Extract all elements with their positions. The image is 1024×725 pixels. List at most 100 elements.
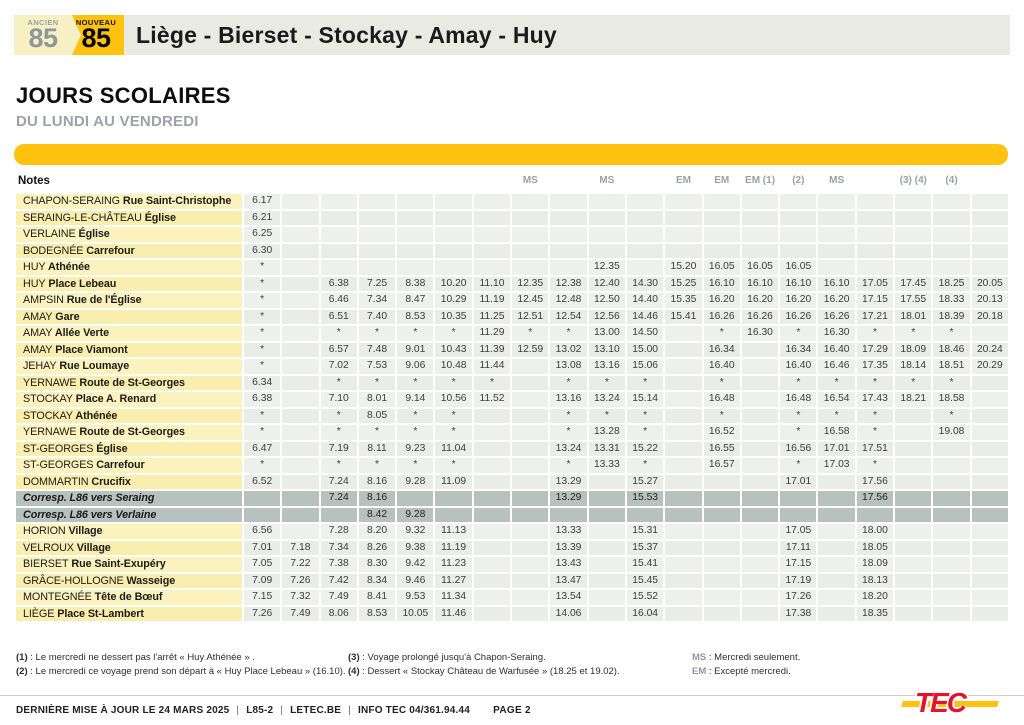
time-cell [741, 557, 779, 572]
time-cell: 8.53 [397, 309, 434, 324]
time-cell [971, 194, 1008, 209]
time-cell [780, 210, 817, 225]
time-cell: 11.23 [435, 557, 472, 572]
time-cell [626, 210, 664, 225]
time-cell: 8.06 [320, 606, 357, 621]
time-cell: 9.38 [397, 540, 434, 555]
time-cell: * [588, 375, 625, 390]
time-cell [856, 194, 894, 209]
time-cell: * [550, 375, 587, 390]
time-cell: * [320, 458, 357, 473]
time-cell: 11.27 [435, 573, 472, 588]
time-cell: 11.19 [473, 293, 511, 308]
time-cell: 16.57 [703, 458, 740, 473]
time-cell [397, 210, 434, 225]
time-cell: * [895, 326, 932, 341]
time-cell [665, 375, 702, 390]
time-cell [856, 507, 894, 522]
footnote: (4) : Dessert « Stockay Château de Warfu… [348, 666, 620, 677]
time-cell: 17.35 [856, 359, 894, 374]
time-cell [895, 227, 932, 242]
stop-name-cell: AMPSIN Rue de l'Église [16, 293, 242, 308]
time-cell: 12.50 [588, 293, 625, 308]
time-cell [512, 227, 549, 242]
table-row: MONTEGNÉE Tête de Bœuf 7.15 7.32 7.49 8.41 9.… [16, 590, 1008, 605]
time-cell: 18.46 [933, 342, 970, 357]
table-row: AMPSIN Rue de l'Église * 6.46 7.34 8.47 10.29… [16, 293, 1008, 308]
footer-segment: DERNIÈRE MISE À JOUR LE 24 MARS 2025 [16, 705, 230, 716]
time-cell: 15.06 [626, 359, 664, 374]
time-cell [665, 524, 702, 539]
time-cell [703, 507, 740, 522]
time-cell: 18.58 [933, 392, 970, 407]
time-cell: * [244, 276, 281, 291]
time-cell: 17.56 [856, 474, 894, 489]
time-cell [703, 524, 740, 539]
time-cell: 17.11 [780, 540, 817, 555]
time-cell [512, 557, 549, 572]
stop-name-cell: STOCKAY Athénée [16, 408, 242, 423]
time-cell [971, 227, 1008, 242]
time-cell: 13.43 [550, 557, 587, 572]
time-cell [741, 227, 779, 242]
time-cell [741, 243, 779, 258]
time-cell: 7.38 [320, 557, 357, 572]
time-cell [512, 210, 549, 225]
time-cell [665, 441, 702, 456]
time-cell: 15.35 [665, 293, 702, 308]
time-cell: 15.53 [626, 491, 664, 506]
table-row: HUY Athénée * 12.35 15.20 16.05 16.05 16.05 [16, 260, 1008, 275]
time-cell [895, 557, 932, 572]
stop-name-cell: HUY Athénée [16, 260, 242, 275]
time-cell: 12.45 [512, 293, 549, 308]
time-cell: 12.35 [588, 260, 625, 275]
time-cell [895, 243, 932, 258]
time-cell [665, 194, 702, 209]
table-row: STOCKAY Place A. Renard 6.38 7.10 8.01 9.14 1… [16, 392, 1008, 407]
time-cell [933, 243, 970, 258]
time-cell [665, 491, 702, 506]
time-cell [320, 227, 357, 242]
footnotes: (1) : Le mercredi ne dessert pas l'arrêt… [0, 651, 1024, 685]
time-cell: 15.27 [626, 474, 664, 489]
time-cell [473, 441, 511, 456]
time-cell: 13.47 [550, 573, 587, 588]
time-cell [358, 194, 396, 209]
time-cell: 9.28 [397, 507, 434, 522]
time-cell: 16.05 [741, 260, 779, 275]
time-cell: 11.04 [435, 441, 472, 456]
time-cell: 8.05 [358, 408, 396, 423]
time-cell [512, 359, 549, 374]
time-cell: * [244, 425, 281, 440]
time-cell: 6.46 [320, 293, 357, 308]
time-cell [780, 507, 817, 522]
table-row: SERAING-LE-CHÂTEAU Église 6.21 [16, 210, 1008, 225]
time-cell [512, 194, 549, 209]
time-cell: 13.29 [550, 491, 587, 506]
column-note: EM [675, 175, 691, 186]
old-line-number: 85 [28, 23, 58, 53]
time-cell [512, 590, 549, 605]
time-cell: 6.51 [320, 309, 357, 324]
time-cell: * [358, 458, 396, 473]
time-cell: 12.51 [512, 309, 549, 324]
time-cell [435, 507, 472, 522]
time-cell [971, 590, 1008, 605]
route-title: Liège - Bierset - Stockay - Amay - Huy [136, 22, 557, 48]
time-cell: 13.28 [588, 425, 625, 440]
section-title: JOURS SCOLAIRES [16, 83, 231, 108]
time-cell: 18.20 [856, 590, 894, 605]
time-cell [818, 573, 855, 588]
stop-name-cell: STOCKAY Place A. Renard [16, 392, 242, 407]
time-cell: * [397, 326, 434, 341]
time-cell: 6.56 [244, 524, 281, 539]
time-cell [435, 194, 472, 209]
time-cell: 8.01 [358, 392, 396, 407]
time-cell: 16.05 [703, 260, 740, 275]
time-cell: 17.21 [856, 309, 894, 324]
time-cell: 6.34 [244, 375, 281, 390]
column-note [282, 172, 318, 190]
time-cell: 19.08 [933, 425, 970, 440]
time-cell: 11.29 [473, 326, 511, 341]
time-cell: 18.05 [856, 540, 894, 555]
